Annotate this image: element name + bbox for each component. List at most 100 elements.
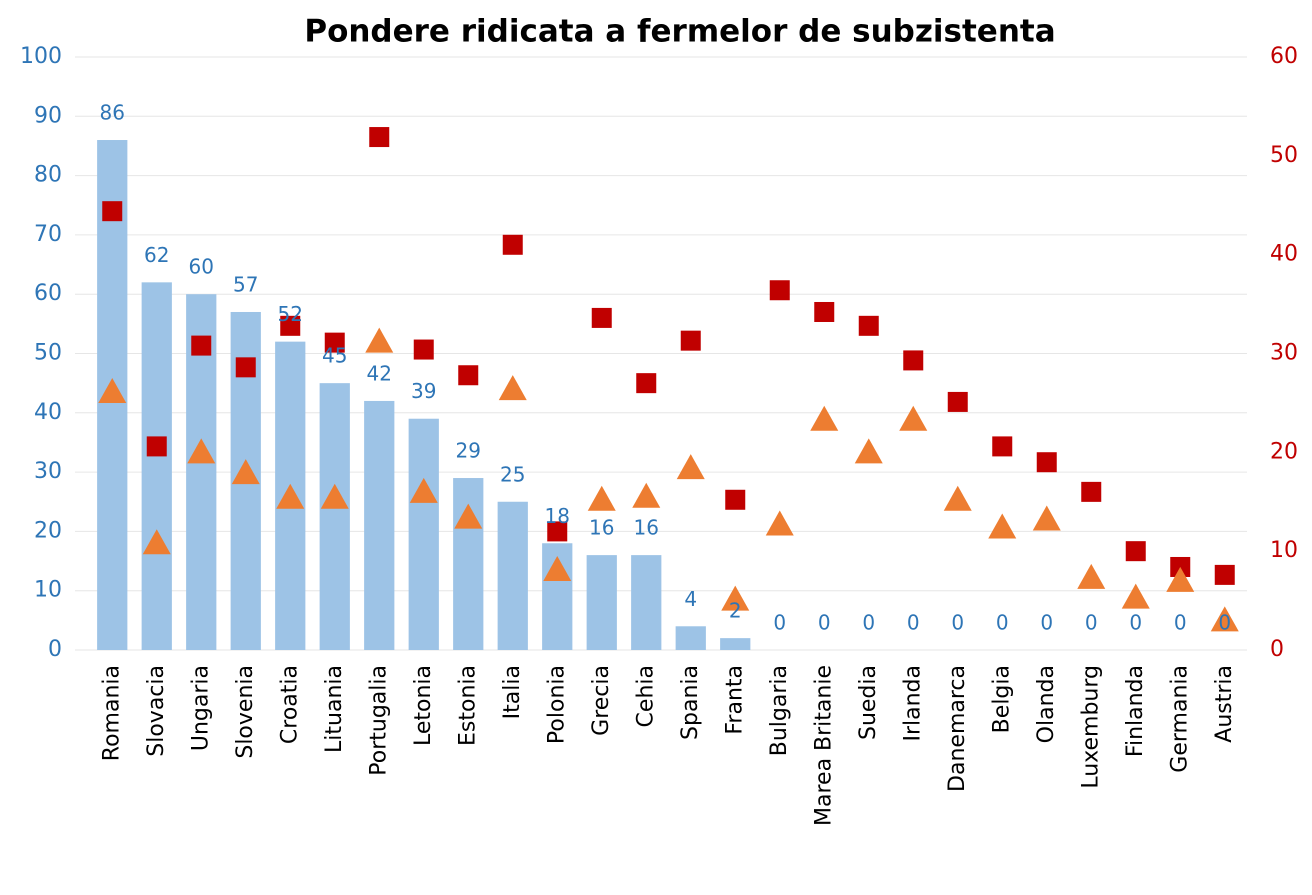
- y-tick-label: 10: [34, 578, 62, 603]
- bar: [319, 383, 350, 650]
- bar: [408, 418, 439, 650]
- bar: [720, 638, 751, 650]
- square-marker: [858, 315, 879, 336]
- bar: [675, 626, 706, 650]
- x-tick-label: Finlanda: [1123, 665, 1148, 757]
- triangle-marker: [1121, 583, 1150, 609]
- x-tick-label: Belgia: [989, 665, 1014, 733]
- square-marker: [725, 489, 746, 510]
- square-marker: [769, 280, 790, 301]
- triangle-marker: [721, 585, 750, 611]
- square-marker: [146, 436, 167, 457]
- triangle-marker: [899, 405, 928, 431]
- square-marker: [502, 234, 523, 255]
- x-tick-label: Austria: [1212, 665, 1237, 743]
- x-tick-label: Marea Britanie: [811, 665, 836, 826]
- triangle-marker: [543, 555, 572, 581]
- triangle-marker: [231, 459, 260, 485]
- data-label: 60: [189, 255, 214, 279]
- bar: [631, 555, 662, 650]
- x-tick-label: Portugalia: [366, 665, 391, 776]
- x-tick-label: Lituania: [322, 665, 347, 753]
- triangle-marker: [943, 485, 972, 511]
- x-tick-label: Italia: [500, 665, 525, 719]
- y2-tick-label: 0: [1270, 637, 1284, 662]
- square-marker: [191, 335, 212, 356]
- square-marker: [1125, 541, 1146, 562]
- data-label: 2: [729, 599, 742, 623]
- x-tick-label: Franta: [722, 665, 747, 735]
- data-label: 42: [367, 361, 392, 385]
- triangle-marker: [1032, 505, 1061, 531]
- square-marker: [992, 436, 1013, 457]
- y2-tick-label: 40: [1270, 242, 1298, 267]
- data-label: 0: [862, 611, 875, 635]
- y-tick-label: 50: [34, 341, 62, 366]
- data-label: 86: [100, 101, 125, 125]
- triangle-marker: [409, 477, 438, 503]
- triangle-marker: [765, 510, 794, 536]
- data-label: 29: [456, 439, 481, 463]
- data-label: 0: [1040, 611, 1053, 635]
- x-tick-label: Letonia: [411, 665, 436, 746]
- y-tick-label: 0: [48, 637, 62, 662]
- y-tick-label: 60: [34, 281, 62, 306]
- triangle-marker: [676, 454, 705, 480]
- data-label: 57: [233, 272, 258, 296]
- square-marker: [1214, 564, 1235, 585]
- triangle-marker: [365, 327, 394, 353]
- square-marker: [235, 357, 256, 378]
- y2-tick-label: 10: [1270, 538, 1298, 563]
- data-label: 0: [951, 611, 964, 635]
- y-tick-label: 70: [34, 222, 62, 247]
- data-label: 52: [278, 302, 303, 326]
- y-tick-label: 90: [34, 103, 62, 128]
- square-marker: [280, 315, 301, 336]
- x-tick-label: Romania: [99, 665, 124, 761]
- data-label: 0: [773, 611, 786, 635]
- x-tick-label: Danemarca: [945, 665, 970, 792]
- square-marker: [458, 365, 479, 386]
- bar: [497, 501, 528, 650]
- y2-tick-label: 50: [1270, 143, 1298, 168]
- x-tick-label: Slovenia: [233, 665, 258, 759]
- y-tick-label: 100: [20, 44, 62, 69]
- data-label: 45: [322, 344, 347, 368]
- data-label: 25: [500, 462, 525, 486]
- data-label: 62: [144, 243, 169, 267]
- y2-tick-label: 60: [1270, 44, 1298, 69]
- x-tick-label: Bulgaria: [767, 665, 792, 756]
- data-label: 39: [411, 379, 436, 403]
- square-marker: [947, 391, 968, 412]
- square-marker: [369, 127, 390, 148]
- y-tick-label: 30: [34, 459, 62, 484]
- triangle-marker: [320, 483, 349, 509]
- square-marker: [903, 350, 924, 371]
- data-label: 4: [684, 587, 697, 611]
- data-label: 18: [545, 504, 570, 528]
- square-marker: [102, 201, 123, 222]
- square-marker: [1036, 452, 1057, 473]
- square-marker: [591, 307, 612, 328]
- data-label: 16: [589, 516, 614, 540]
- x-tick-label: Germania: [1167, 665, 1192, 773]
- triangle-marker: [988, 513, 1017, 539]
- y2-tick-label: 20: [1270, 439, 1298, 464]
- triangle-marker: [810, 405, 839, 431]
- triangle-marker: [854, 438, 883, 464]
- triangle-marker: [1210, 606, 1239, 632]
- triangle-marker: [498, 375, 527, 401]
- triangle-marker: [276, 483, 305, 509]
- chart-title: Pondere ridicata a fermelor de subzisten…: [304, 14, 1055, 50]
- data-label: 0: [907, 611, 920, 635]
- x-tick-label: Olanda: [1034, 665, 1059, 743]
- square-marker: [680, 330, 701, 351]
- x-tick-label: Slovacia: [144, 665, 169, 757]
- triangle-marker: [632, 482, 661, 508]
- data-label: 0: [996, 611, 1009, 635]
- square-marker: [814, 301, 835, 322]
- square-marker: [324, 332, 345, 353]
- y2-tick-label: 30: [1270, 341, 1298, 366]
- x-tick-label: Luxemburg: [1078, 665, 1103, 789]
